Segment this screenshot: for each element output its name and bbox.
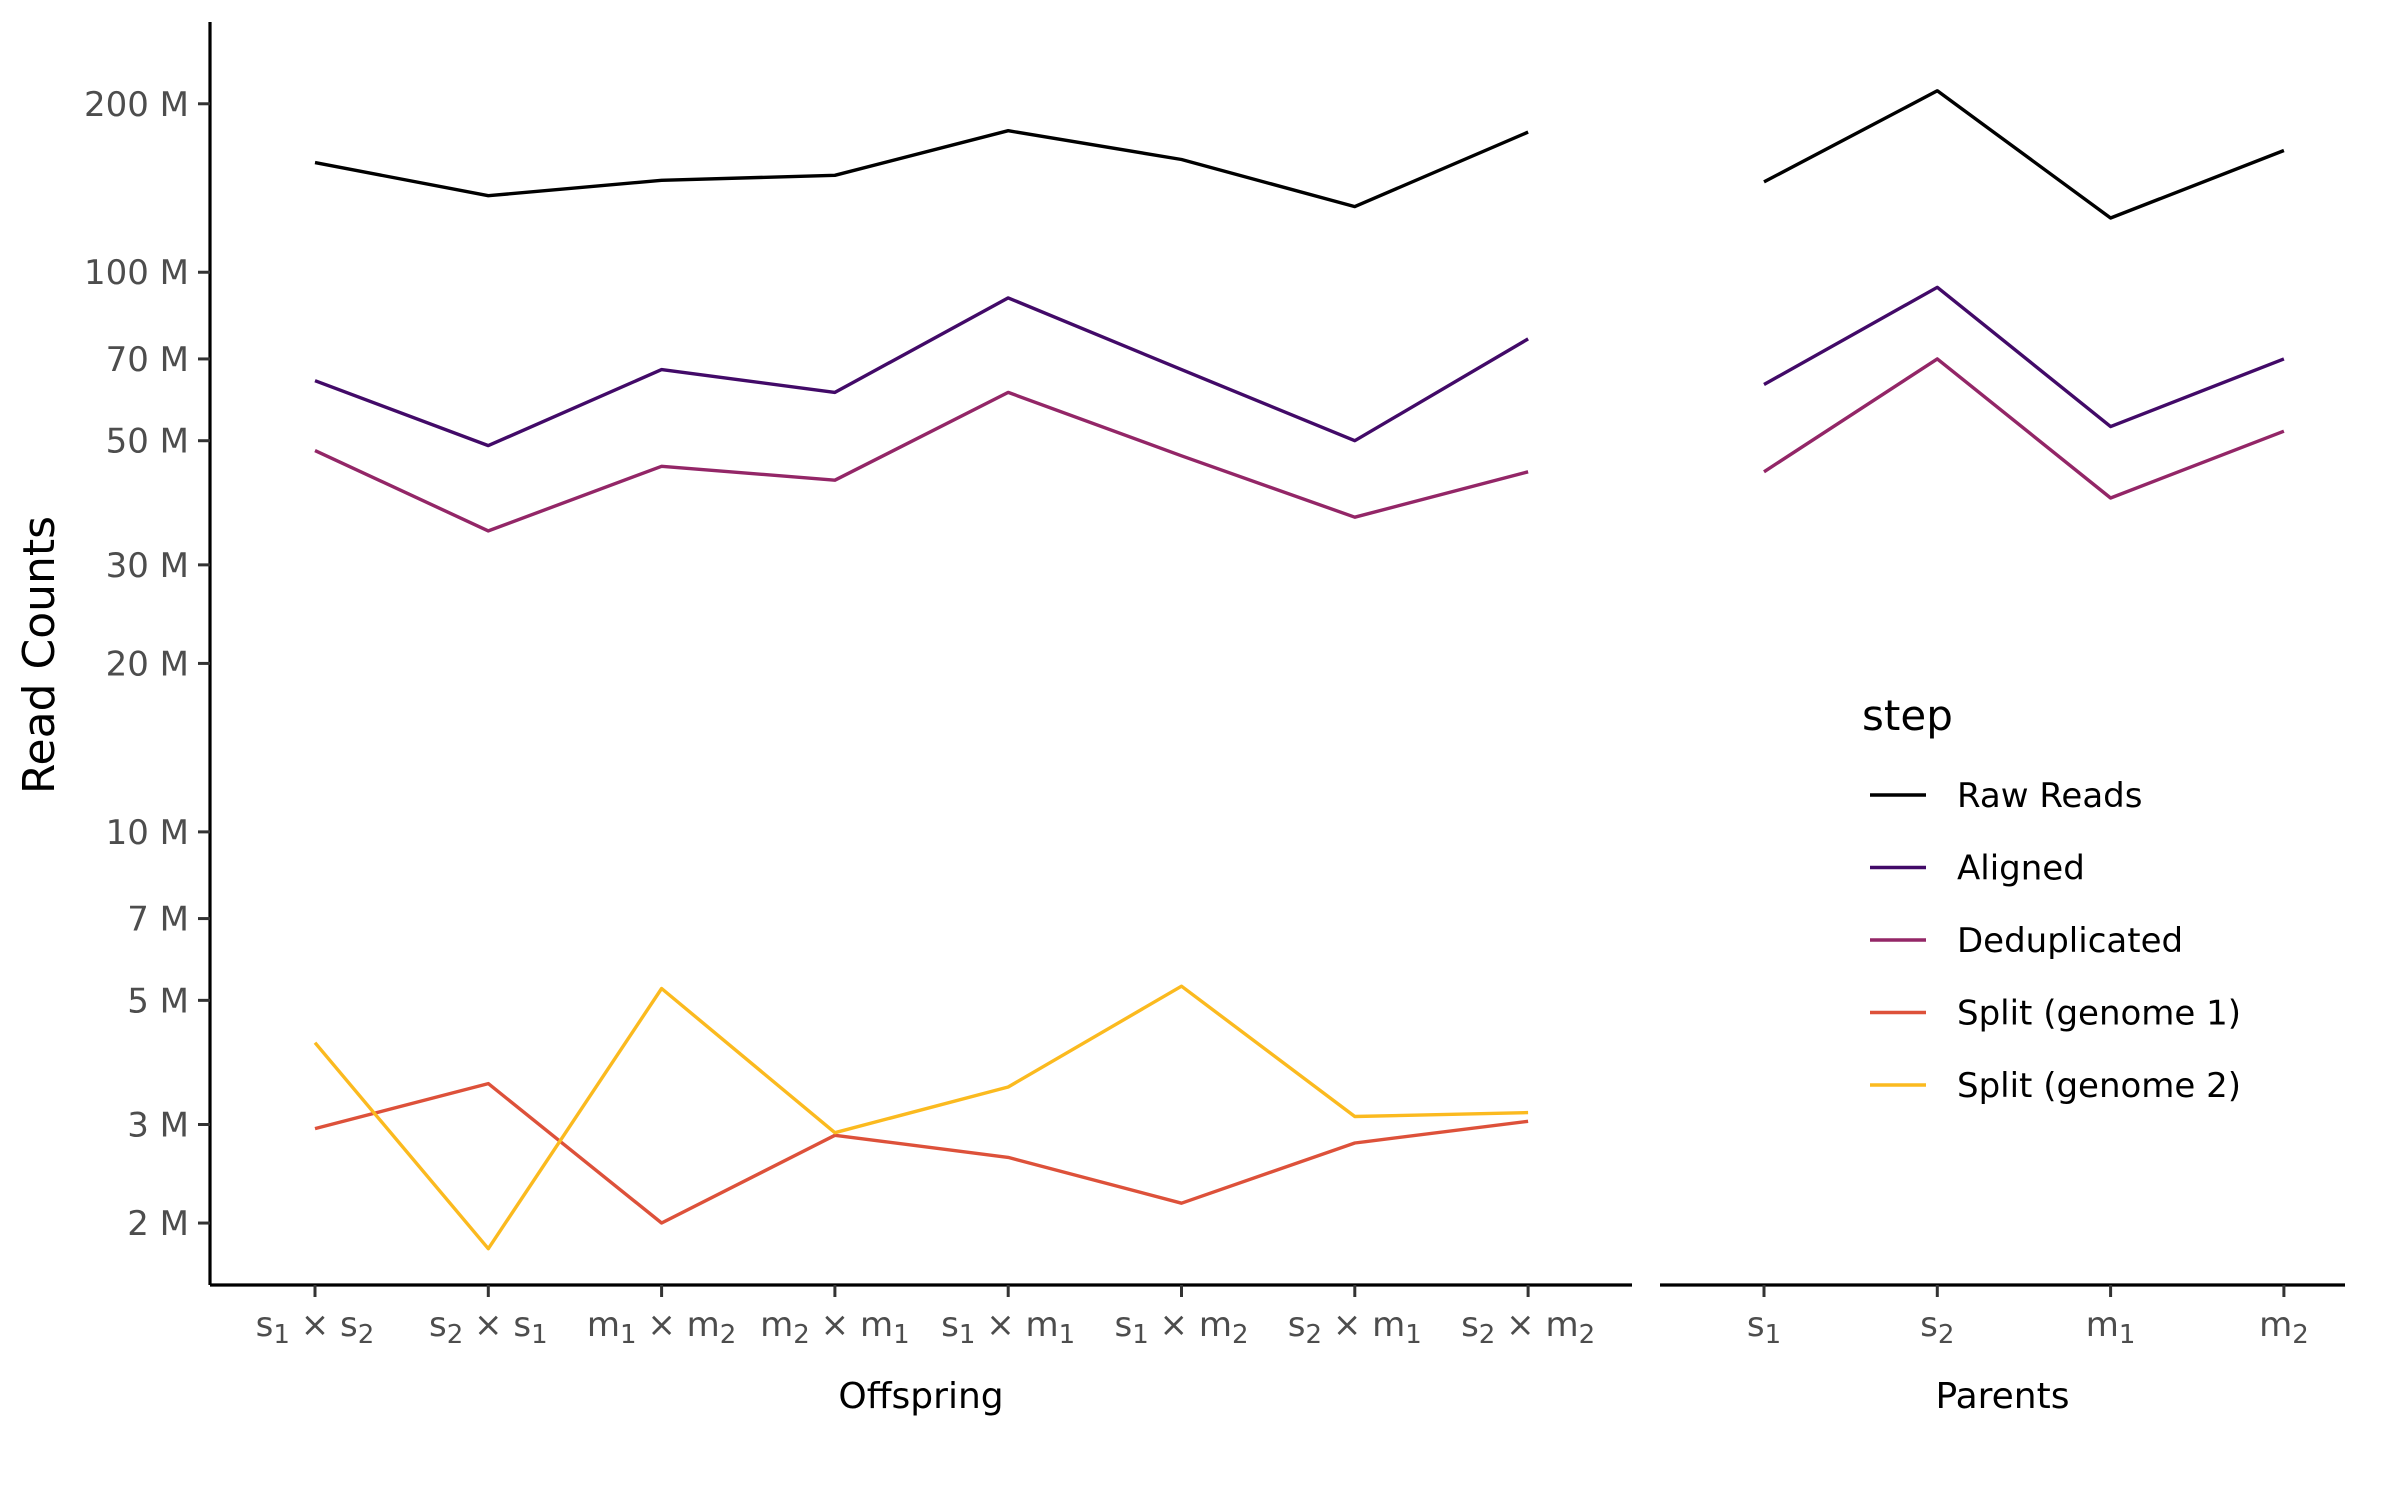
y-tick-label: 50 M	[106, 422, 189, 462]
legend-item-split-genome-1: Split (genome 1)	[1870, 994, 2241, 1034]
y-axis-title: Read Counts	[14, 516, 65, 794]
panel-offspring: s1 × s2 s2 × s1 m1 × m2 m2 × m1 s1 × m1 s1 × …	[210, 128, 1632, 1417]
y-tick-label: 10 M	[106, 813, 189, 853]
series-line-deduplicated	[1763, 357, 2285, 500]
y-tick-label: 20 M	[106, 644, 189, 684]
legend-item-aligned: Aligned	[1870, 849, 2085, 889]
y-tick-label: 5 M	[127, 981, 189, 1021]
legend-label: Aligned	[1957, 849, 2085, 889]
y-tick-label: 2 M	[127, 1204, 189, 1244]
x-tick-label: s1 × m1	[941, 1305, 1075, 1350]
series-line-split-genome-1	[314, 1081, 1529, 1225]
legend-item-raw-reads: Raw Reads	[1870, 776, 2142, 816]
legend-title: step	[1862, 691, 1953, 740]
x-tick-label: m1	[2086, 1305, 2136, 1350]
x-tick-label: s1 × s2	[256, 1305, 375, 1350]
legend-label: Deduplicated	[1957, 921, 2183, 961]
x-tick-label: m1 × m2	[587, 1305, 736, 1350]
x-tick-label: s2 × s1	[429, 1305, 548, 1350]
y-axis: 2 M 3 M 5 M 7 M 10 M 20 M 30 M 50 M 70 M 100 M 200…	[84, 22, 212, 1285]
legend-label: Raw Reads	[1957, 776, 2142, 816]
y-tick-label: 100 M	[84, 253, 189, 293]
y-tick-label: 3 M	[127, 1106, 189, 1146]
series-line-deduplicated	[314, 390, 1529, 533]
legend-label: Split (genome 2)	[1957, 1066, 2241, 1106]
series-line-raw-reads	[314, 128, 1529, 209]
x-tick-label: s2	[1920, 1305, 1954, 1350]
y-tick-label: 200 M	[84, 85, 189, 125]
x-axis-title: Parents	[1936, 1376, 2070, 1417]
x-tick-label: s2 × m2	[1461, 1305, 1595, 1350]
y-tick-label: 70 M	[106, 340, 189, 380]
x-tick-label: s2 × m1	[1288, 1305, 1422, 1350]
series-line-aligned	[314, 296, 1529, 448]
series-line-raw-reads	[1763, 89, 2285, 220]
panel-parents: s1 s2 m1 m2 Parents	[1660, 89, 2345, 1417]
x-axis-title: Offspring	[838, 1376, 1003, 1417]
legend-item-deduplicated: Deduplicated	[1870, 921, 2183, 961]
legend-item-split-genome-2: Split (genome 2)	[1870, 1066, 2241, 1106]
x-tick-label: s1	[1747, 1305, 1781, 1350]
series-line-aligned	[1763, 285, 2285, 429]
x-tick-label: s1 × m2	[1114, 1305, 1248, 1350]
legend-label: Split (genome 1)	[1957, 994, 2241, 1034]
y-tick-label: 7 M	[127, 900, 189, 940]
y-tick-label: 30 M	[106, 546, 189, 586]
series-line-split-genome-2	[313, 984, 1529, 1251]
x-tick-label: m2	[2259, 1305, 2309, 1350]
x-tick-label: m2 × m1	[760, 1305, 909, 1350]
